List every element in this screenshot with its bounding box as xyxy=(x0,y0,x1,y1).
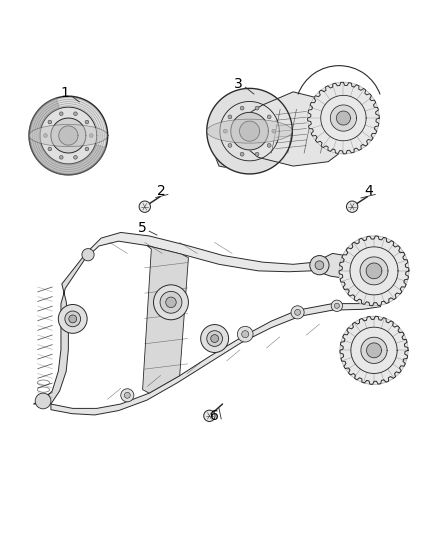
Circle shape xyxy=(255,152,259,156)
Circle shape xyxy=(82,248,94,261)
Circle shape xyxy=(74,156,77,159)
Polygon shape xyxy=(51,118,86,153)
Circle shape xyxy=(207,330,223,346)
Text: 2: 2 xyxy=(157,184,166,198)
Circle shape xyxy=(60,156,63,159)
Circle shape xyxy=(255,106,259,110)
Polygon shape xyxy=(143,246,188,393)
Polygon shape xyxy=(51,302,381,415)
Polygon shape xyxy=(330,105,357,131)
Circle shape xyxy=(121,389,134,402)
Circle shape xyxy=(65,311,81,327)
Circle shape xyxy=(139,201,150,212)
Circle shape xyxy=(35,393,51,409)
Circle shape xyxy=(204,410,215,422)
Circle shape xyxy=(124,392,130,398)
Circle shape xyxy=(223,129,227,133)
Circle shape xyxy=(237,326,253,342)
Polygon shape xyxy=(33,253,86,404)
Circle shape xyxy=(60,112,63,116)
Text: 6: 6 xyxy=(210,409,219,423)
Circle shape xyxy=(346,201,358,212)
Circle shape xyxy=(315,261,324,270)
Text: 4: 4 xyxy=(364,184,373,198)
Circle shape xyxy=(267,115,271,119)
Text: 3: 3 xyxy=(234,77,243,91)
Circle shape xyxy=(267,143,271,147)
Polygon shape xyxy=(59,126,78,145)
Circle shape xyxy=(201,325,229,352)
Circle shape xyxy=(240,152,244,156)
Circle shape xyxy=(272,129,276,133)
Circle shape xyxy=(295,309,300,316)
Circle shape xyxy=(211,335,219,343)
Polygon shape xyxy=(366,263,382,279)
Polygon shape xyxy=(361,337,387,364)
Polygon shape xyxy=(237,92,350,166)
Polygon shape xyxy=(29,98,106,175)
Circle shape xyxy=(58,304,87,333)
Circle shape xyxy=(310,256,329,275)
Polygon shape xyxy=(367,343,381,358)
Circle shape xyxy=(74,112,77,116)
Circle shape xyxy=(240,106,244,110)
Polygon shape xyxy=(85,232,319,272)
Polygon shape xyxy=(340,316,408,384)
Circle shape xyxy=(331,300,343,311)
Circle shape xyxy=(228,143,232,147)
Polygon shape xyxy=(210,123,254,171)
Circle shape xyxy=(48,147,52,151)
Polygon shape xyxy=(307,82,379,154)
Polygon shape xyxy=(207,88,292,174)
Circle shape xyxy=(160,292,182,313)
Circle shape xyxy=(291,306,304,319)
Polygon shape xyxy=(231,112,268,150)
Ellipse shape xyxy=(29,125,108,147)
Text: 5: 5 xyxy=(138,221,147,235)
Polygon shape xyxy=(336,111,350,125)
Ellipse shape xyxy=(207,119,292,143)
Polygon shape xyxy=(339,236,409,306)
Circle shape xyxy=(44,134,47,138)
Polygon shape xyxy=(313,253,381,280)
Polygon shape xyxy=(240,121,260,141)
Circle shape xyxy=(242,330,249,338)
Circle shape xyxy=(166,297,176,308)
Circle shape xyxy=(228,115,232,119)
Circle shape xyxy=(69,315,77,323)
Polygon shape xyxy=(29,96,108,175)
Text: 1: 1 xyxy=(61,86,70,100)
Polygon shape xyxy=(330,101,346,135)
Circle shape xyxy=(153,285,188,320)
Circle shape xyxy=(89,134,93,138)
Circle shape xyxy=(334,303,339,309)
Circle shape xyxy=(48,120,52,124)
Circle shape xyxy=(85,147,89,151)
Polygon shape xyxy=(360,257,388,285)
Circle shape xyxy=(85,120,89,124)
